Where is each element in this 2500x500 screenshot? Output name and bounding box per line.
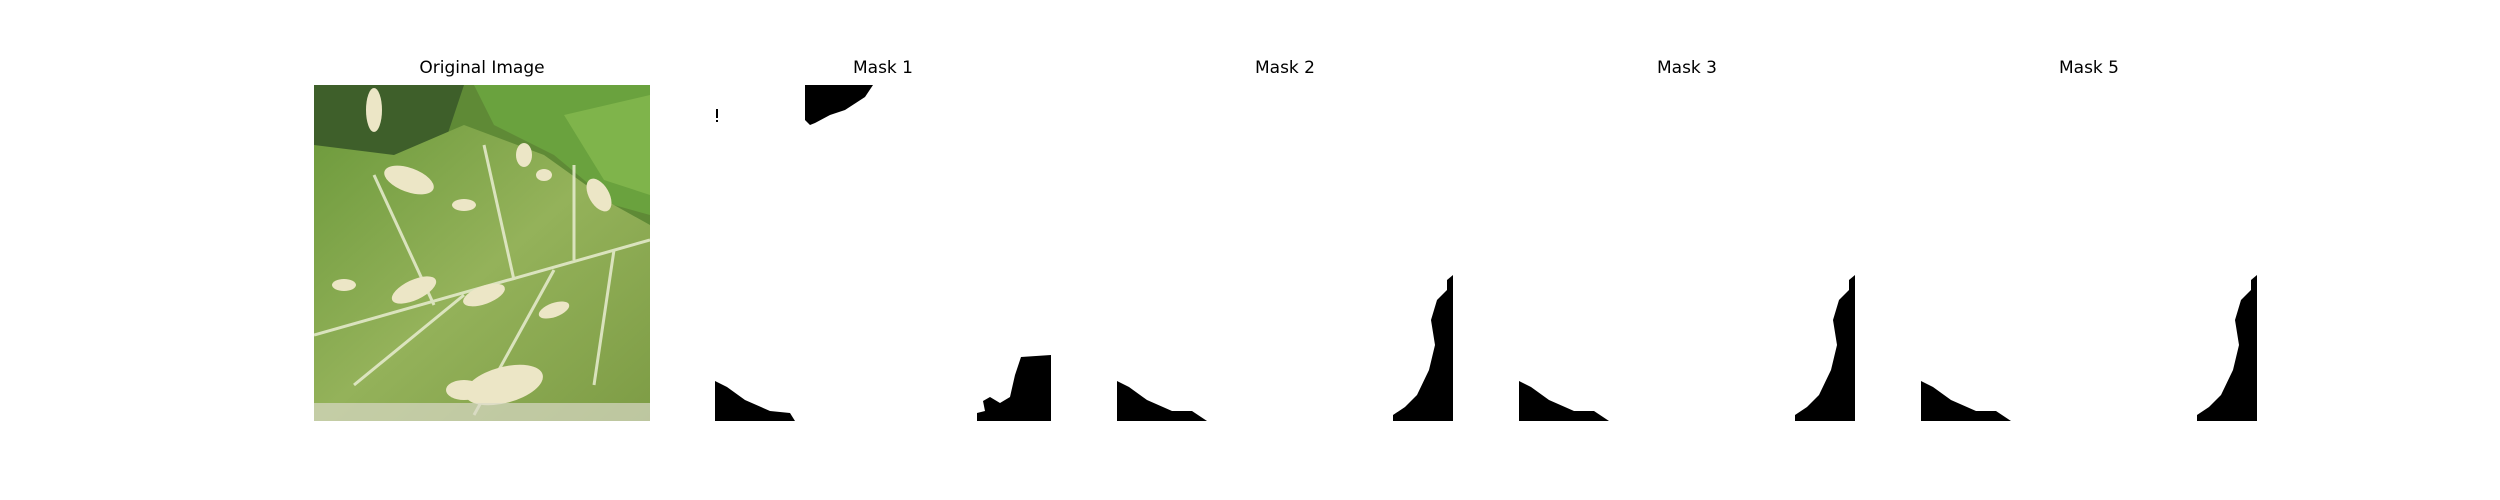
panel-mask-1: Mask 1 (715, 0, 1051, 500)
mask-5-shapes (1921, 85, 2257, 421)
panel-title: Mask 5 (1921, 58, 2257, 78)
mask-1-shapes (715, 85, 1051, 421)
mask-2-shapes (1117, 85, 1453, 421)
mask-3-shapes (1519, 85, 1855, 421)
mask-2-image (1117, 85, 1453, 421)
panel-title: Original Image (314, 58, 650, 78)
mask-3-image (1519, 85, 1855, 421)
panel-mask-5: Mask 5 (1921, 0, 2257, 500)
leaf-photo (314, 85, 650, 421)
panel-mask-3: Mask 3 (1519, 0, 1855, 500)
panel-title: Mask 3 (1519, 58, 1855, 78)
panel-title: Mask 2 (1117, 58, 1453, 78)
mask-5-image (1921, 85, 2257, 421)
panel-title: Mask 1 (715, 58, 1051, 78)
mask-1-image (715, 85, 1051, 421)
panel-mask-2: Mask 2 (1117, 0, 1453, 500)
original-image (314, 85, 650, 421)
panel-original-image: Original Image (314, 0, 650, 500)
